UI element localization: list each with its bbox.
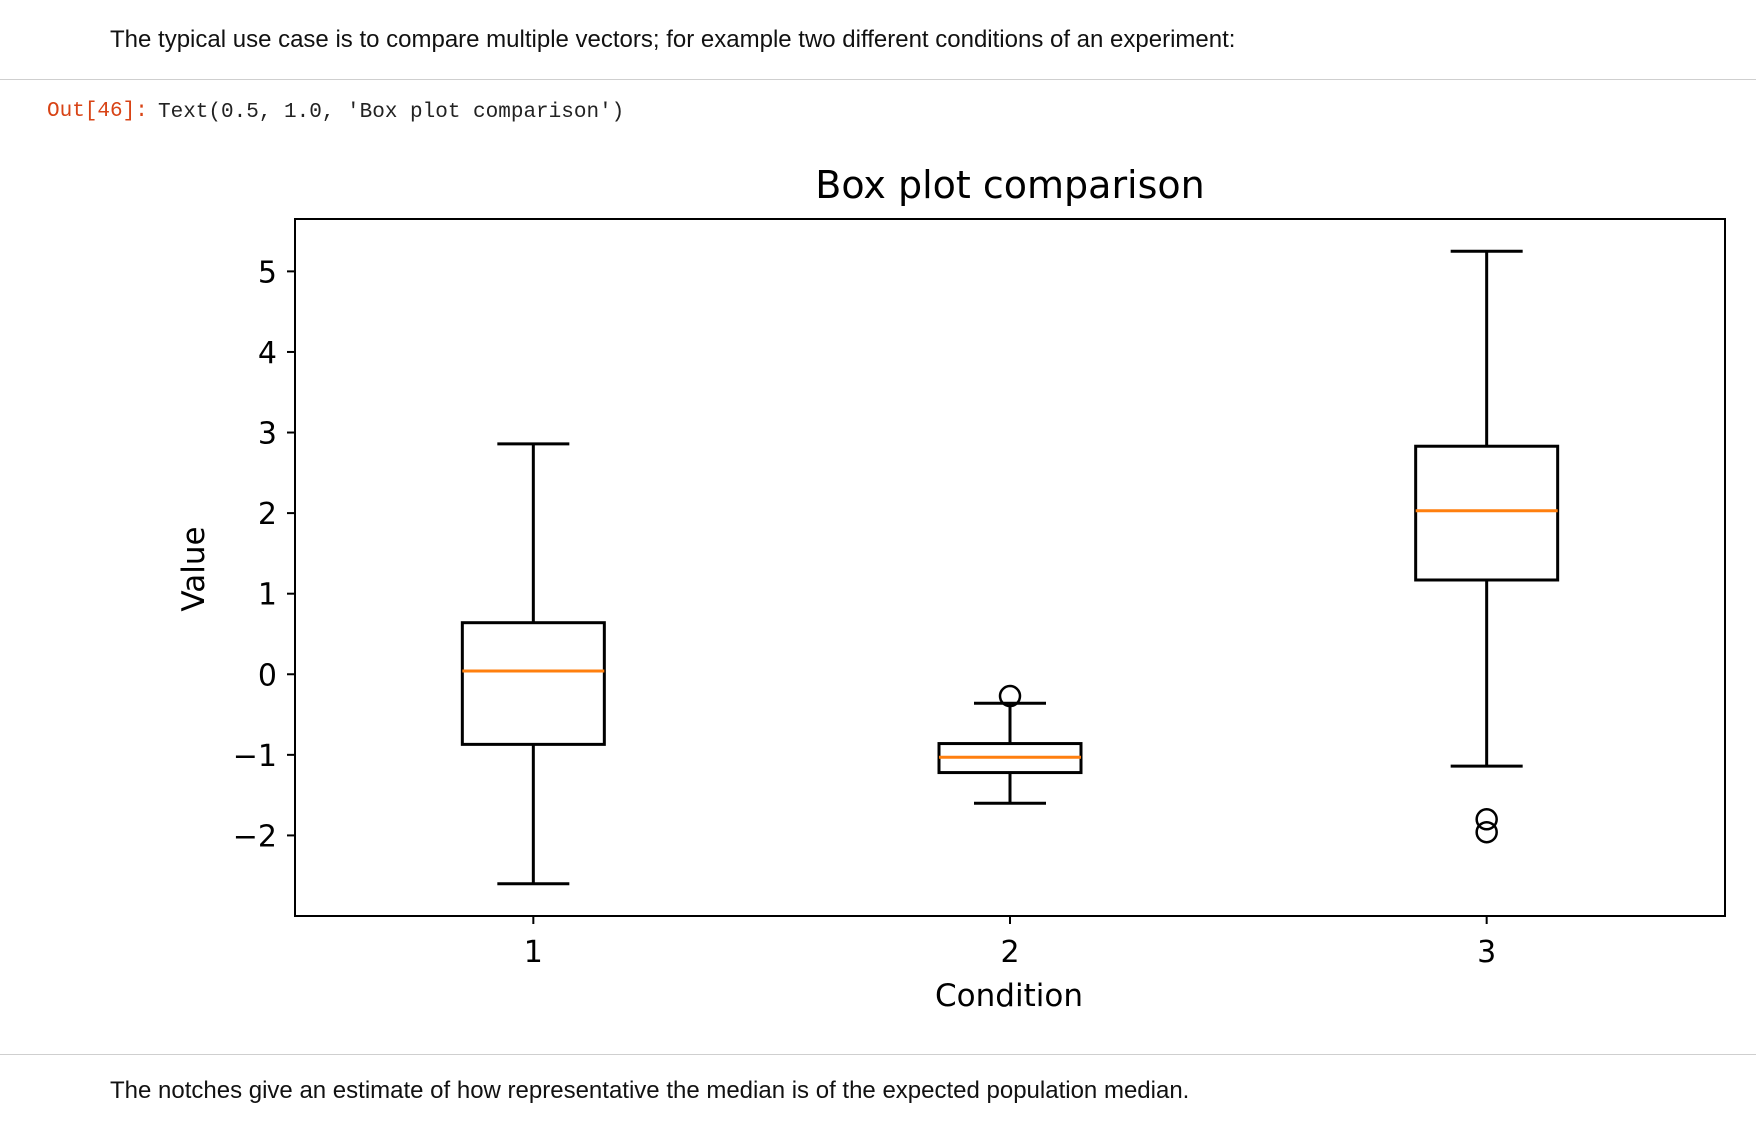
y-tick-label: 3 <box>258 417 277 452</box>
y-tick-label: 1 <box>258 578 277 613</box>
y-tick-label: 5 <box>258 255 277 290</box>
plot-area: −2 −1 0 1 2 3 4 5 1 2 3 <box>233 218 1726 970</box>
y-axis-label: Value <box>176 526 212 611</box>
output-text: Text(0.5, 1.0, 'Box plot comparison') <box>158 101 625 124</box>
y-tick-label: −2 <box>233 819 277 854</box>
notches-paragraph: The notches give an estimate of how repr… <box>110 1077 1190 1104</box>
outlier-point <box>1475 808 1498 831</box>
intro-paragraph: The typical use case is to compare multi… <box>110 26 1236 53</box>
y-tick-label: 2 <box>258 497 277 532</box>
x-tick-label: 2 <box>1000 935 1019 970</box>
outlier-point <box>1475 820 1498 844</box>
iqr-box <box>460 621 606 746</box>
cell-divider-top <box>0 79 1756 80</box>
y-tick-label: −1 <box>233 739 277 774</box>
box-3 <box>1414 249 1560 844</box>
box-2 <box>937 684 1083 805</box>
y-tick-label: 0 <box>258 658 277 693</box>
chart-title: Box plot comparison <box>815 163 1205 207</box>
y-tick-label: 4 <box>258 336 277 371</box>
cell-divider-bottom <box>0 1054 1756 1055</box>
plot-frame <box>294 218 1726 917</box>
iqr-box <box>1414 444 1560 582</box>
output-prompt: Out[46]: <box>47 100 148 123</box>
x-tick-label: 3 <box>1477 935 1496 970</box>
x-tick-label: 1 <box>524 935 543 970</box>
box-1 <box>460 442 606 886</box>
x-axis-label: Condition <box>935 978 1083 1014</box>
outlier-point <box>998 684 1022 708</box>
